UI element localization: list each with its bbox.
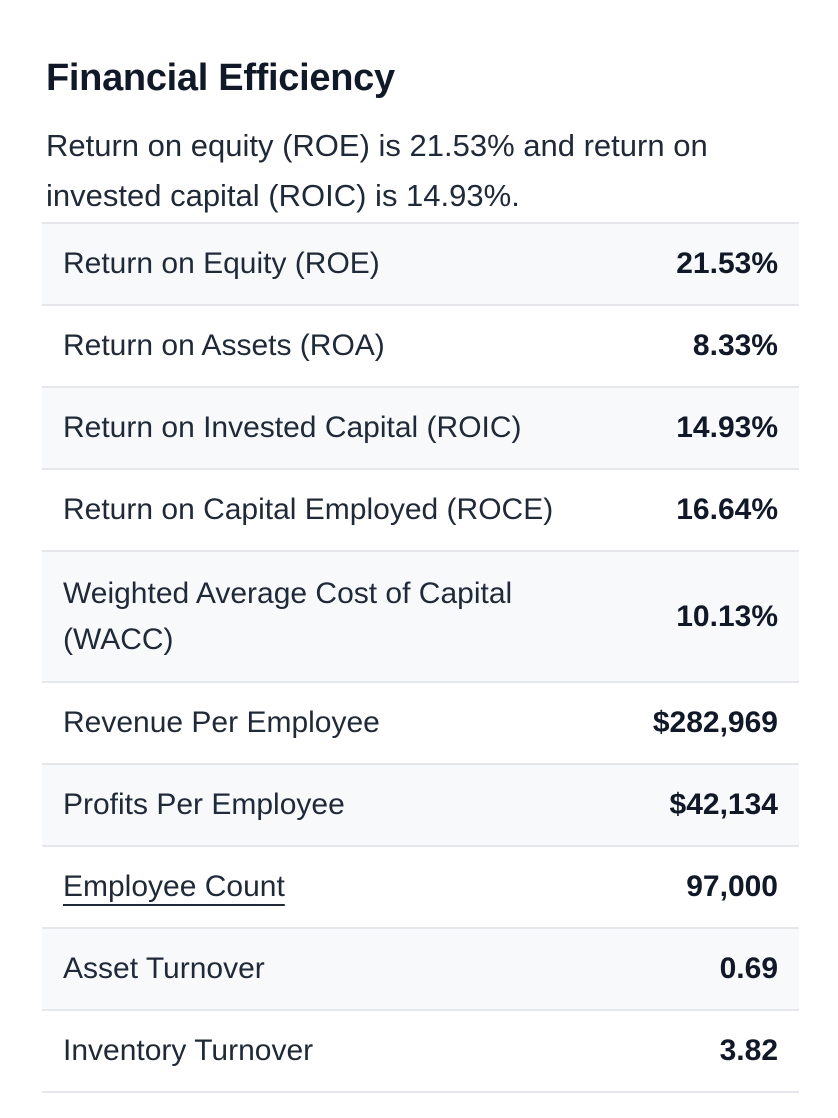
table-row-revenue-per-employee: Revenue Per Employee $282,969 [42,683,799,765]
metric-value: 21.53% [676,247,778,280]
table-row-roic: Return on Invested Capital (ROIC) 14.93% [42,388,799,470]
metric-value: 0.69 [719,952,778,985]
table-row-roe: Return on Equity (ROE) 21.53% [42,224,799,306]
metric-value: $282,969 [652,706,778,739]
metric-value: 3.82 [719,1034,778,1067]
metrics-table: Return on Equity (ROE) 21.53% Return on … [42,222,799,1093]
employee-count-link[interactable]: Employee Count [63,870,285,903]
section-title: Financial Efficiency [46,56,395,99]
metric-label: Return on Invested Capital (ROIC) [63,411,522,444]
metric-value: 10.13% [676,599,778,633]
table-row-inventory-turnover: Inventory Turnover 3.82 [42,1011,799,1093]
table-row-profits-per-employee: Profits Per Employee $42,134 [42,765,799,847]
table-row-asset-turnover: Asset Turnover 0.69 [42,929,799,1011]
metric-value: 8.33% [692,329,778,362]
table-row-wacc: Weighted Average Cost of Capital (WACC) … [42,552,799,683]
metric-label: Inventory Turnover [63,1034,314,1067]
section-summary: Return on equity (ROE) is 21.53% and ret… [46,128,708,213]
metric-label: Return on Capital Employed (ROCE) [63,493,554,526]
metric-label: Weighted Average Cost of Capital (WACC) [63,576,513,656]
metric-value: 14.93% [676,411,778,444]
metric-label: Return on Assets (ROA) [63,329,385,362]
metric-value: 97,000 [686,870,778,903]
metric-label: Return on Equity (ROE) [63,247,380,280]
table-row-roa: Return on Assets (ROA) 8.33% [42,306,799,388]
metric-value: 16.64% [676,493,778,526]
metric-label: Asset Turnover [63,952,265,985]
metric-label: Revenue Per Employee [63,706,380,739]
metric-label: Profits Per Employee [63,788,345,821]
metric-value: $42,134 [669,788,778,821]
table-row-employee-count: Employee Count 97,000 [42,847,799,929]
table-row-roce: Return on Capital Employed (ROCE) 16.64% [42,470,799,552]
